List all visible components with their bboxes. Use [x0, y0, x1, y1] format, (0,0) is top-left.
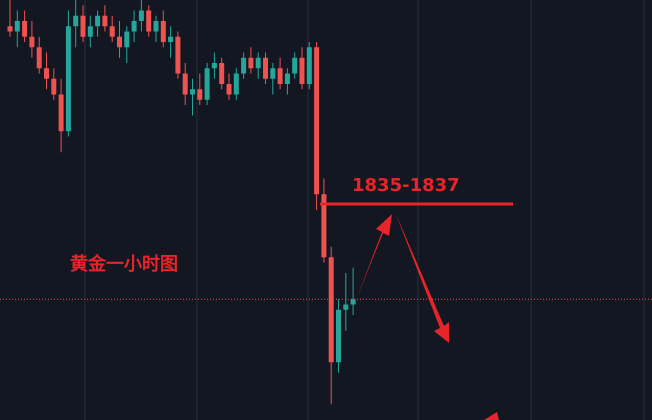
candle-body — [263, 57, 268, 79]
chart-title: 黄金一小时图 — [70, 253, 178, 275]
grid — [84, 0, 645, 420]
candle-body — [14, 21, 20, 32]
candle-body — [95, 15, 101, 27]
candle-body — [284, 73, 290, 84]
candle-body — [7, 26, 13, 32]
candle-body — [58, 94, 64, 132]
candle-body — [328, 257, 334, 363]
candle-body — [22, 21, 28, 37]
candle-body — [190, 89, 195, 95]
candle-body — [182, 73, 188, 95]
candle-body — [321, 194, 327, 258]
candle-body — [292, 57, 298, 74]
candle-body — [117, 36, 122, 48]
arrow-down — [395, 212, 449, 343]
candle-body — [80, 15, 86, 37]
arrow-up — [356, 214, 392, 300]
candle-body — [204, 68, 210, 100]
candle-body — [241, 57, 247, 74]
candle-body — [219, 63, 225, 84]
candle-body — [160, 21, 166, 42]
candle-body — [350, 299, 356, 305]
candle-body — [36, 47, 42, 69]
candle-body — [87, 26, 93, 37]
candle-body — [343, 304, 349, 310]
candle-body — [270, 68, 276, 79]
candle-body — [233, 73, 239, 95]
candle-body — [124, 31, 130, 48]
candle-body — [51, 78, 57, 95]
candle-body — [168, 36, 174, 42]
candle-body — [226, 84, 232, 95]
candle-body — [73, 15, 79, 27]
candle-body — [336, 309, 341, 363]
candle-body — [65, 26, 71, 132]
candle-body — [29, 36, 35, 48]
candle-body — [44, 68, 49, 79]
candle-body — [211, 63, 217, 69]
candle-body — [314, 47, 320, 195]
candle-body — [299, 57, 305, 84]
candle-body — [146, 10, 152, 32]
candle-body — [248, 57, 254, 69]
candles — [7, 0, 356, 405]
level-label: 1835-1837 — [352, 175, 460, 196]
candle-body — [255, 57, 261, 69]
candle-body — [175, 36, 181, 74]
candle-body — [102, 15, 108, 27]
candle-body — [197, 89, 203, 100]
candle-body — [277, 68, 283, 84]
candle-body — [153, 21, 159, 32]
arrow-partial — [484, 412, 499, 420]
candle-body — [131, 21, 137, 32]
candle-body — [306, 47, 312, 84]
candle-body — [138, 10, 144, 21]
candle-body — [109, 26, 115, 37]
